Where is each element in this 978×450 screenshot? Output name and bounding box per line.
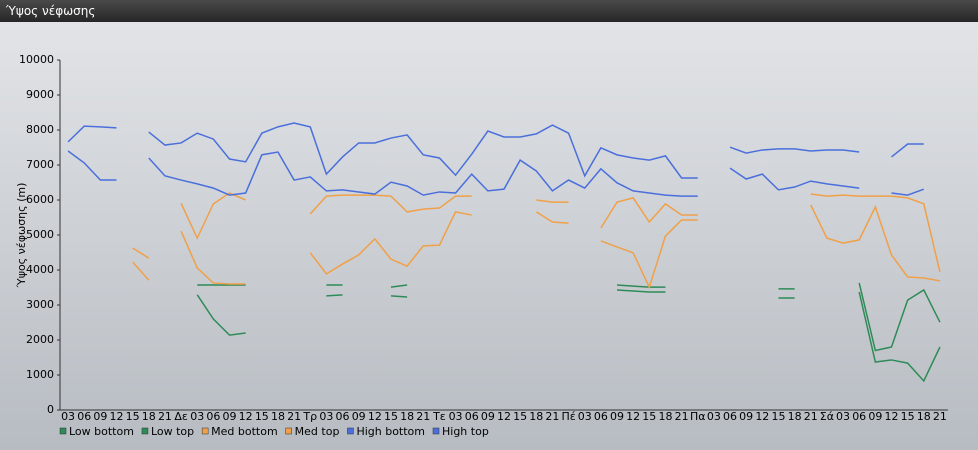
x-tick-label: 09 [481, 410, 495, 423]
y-tick-label: 9000 [26, 88, 54, 101]
y-tick-label: 8000 [26, 123, 54, 136]
x-tick-label: 21 [545, 410, 559, 423]
x-tick-label: 12 [497, 410, 511, 423]
legend-label: Low bottom [69, 425, 134, 438]
y-tick-label: 6000 [26, 193, 54, 206]
x-tick-label: 12 [755, 410, 769, 423]
x-tick-label: 06 [852, 410, 866, 423]
x-tick-label: 03 [578, 410, 592, 423]
legend-swatch [432, 427, 440, 435]
x-tick-label: 15 [642, 410, 656, 423]
x-tick-label: 03 [449, 410, 463, 423]
x-tick-label: 09 [610, 410, 624, 423]
x-tick-label: 12 [368, 410, 382, 423]
legend-swatch [201, 427, 209, 435]
x-tick-label: 09 [739, 410, 753, 423]
x-tick-label: Τρ [302, 410, 317, 423]
series-line [67, 150, 925, 197]
x-tick-label: 12 [626, 410, 640, 423]
legend-label: Med bottom [211, 425, 278, 438]
x-tick-label: Σά [820, 410, 834, 423]
series-line [67, 122, 924, 179]
legend-swatch [285, 427, 292, 435]
x-tick-label: 03 [61, 410, 75, 423]
legend-swatch [347, 427, 354, 435]
series-line [132, 192, 941, 273]
x-tick-label: Δε [174, 410, 188, 423]
series-line [132, 204, 941, 290]
legend-swatch [141, 427, 149, 435]
x-tick-label: 09 [223, 410, 237, 423]
x-tick-label: 06 [723, 410, 737, 423]
x-tick-label: 18 [142, 410, 156, 423]
y-tick-label: 5000 [26, 228, 54, 241]
x-tick-label: 09 [93, 410, 107, 423]
y-tick-label: 0 [47, 403, 54, 416]
x-tick-label: 21 [158, 410, 172, 423]
x-tick-label: 15 [126, 410, 140, 423]
x-tick-label: 21 [933, 410, 947, 423]
legend-swatch [59, 427, 67, 435]
legend-label: Med top [295, 425, 340, 438]
legend-label: High top [442, 425, 489, 438]
x-tick-label: 18 [529, 410, 543, 423]
x-tick-label: 12 [239, 410, 253, 423]
x-tick-label: 06 [336, 410, 350, 423]
x-tick-label: 15 [901, 410, 915, 423]
y-tick-label: 2000 [26, 333, 54, 346]
x-tick-label: Πέ [561, 410, 575, 423]
series-line [196, 289, 941, 383]
x-tick-label: 09 [868, 410, 882, 423]
x-tick-label: 15 [771, 410, 785, 423]
x-tick-label: 15 [513, 410, 527, 423]
x-tick-label: 06 [206, 410, 220, 423]
window-title: Ύψος νέφωσης [0, 0, 978, 22]
x-tick-label: Πα [690, 410, 706, 423]
x-tick-label: 06 [77, 410, 91, 423]
x-tick-label: 03 [190, 410, 204, 423]
x-tick-label: 21 [287, 410, 301, 423]
y-tick-label: 10000 [19, 53, 54, 66]
x-tick-label: 21 [416, 410, 430, 423]
y-tick-label: 3000 [26, 298, 54, 311]
x-tick-label: 12 [110, 410, 124, 423]
y-tick-label: 7000 [26, 158, 54, 171]
y-tick-label: 4000 [26, 263, 54, 276]
x-tick-label: 12 [884, 410, 898, 423]
x-tick-label: 15 [255, 410, 269, 423]
x-tick-label: 21 [804, 410, 818, 423]
legend-label: Low top [151, 425, 194, 438]
x-tick-label: 06 [465, 410, 479, 423]
x-tick-label: Τε [432, 410, 446, 423]
x-tick-label: 03 [319, 410, 333, 423]
legend-label: High bottom [356, 425, 425, 438]
y-axis-label: Ύψος νέφωσης (m) [15, 183, 28, 289]
x-tick-label: 03 [707, 410, 721, 423]
x-tick-label: 09 [352, 410, 366, 423]
x-tick-label: 15 [384, 410, 398, 423]
x-tick-label: 18 [917, 410, 931, 423]
x-tick-label: 18 [400, 410, 414, 423]
x-tick-label: 18 [788, 410, 802, 423]
y-tick-label: 1000 [26, 368, 54, 381]
series-line [197, 282, 941, 352]
x-tick-label: 06 [594, 410, 608, 423]
x-tick-label: 03 [836, 410, 850, 423]
x-tick-label: 21 [675, 410, 689, 423]
x-tick-label: 18 [271, 410, 285, 423]
x-tick-label: 18 [658, 410, 672, 423]
